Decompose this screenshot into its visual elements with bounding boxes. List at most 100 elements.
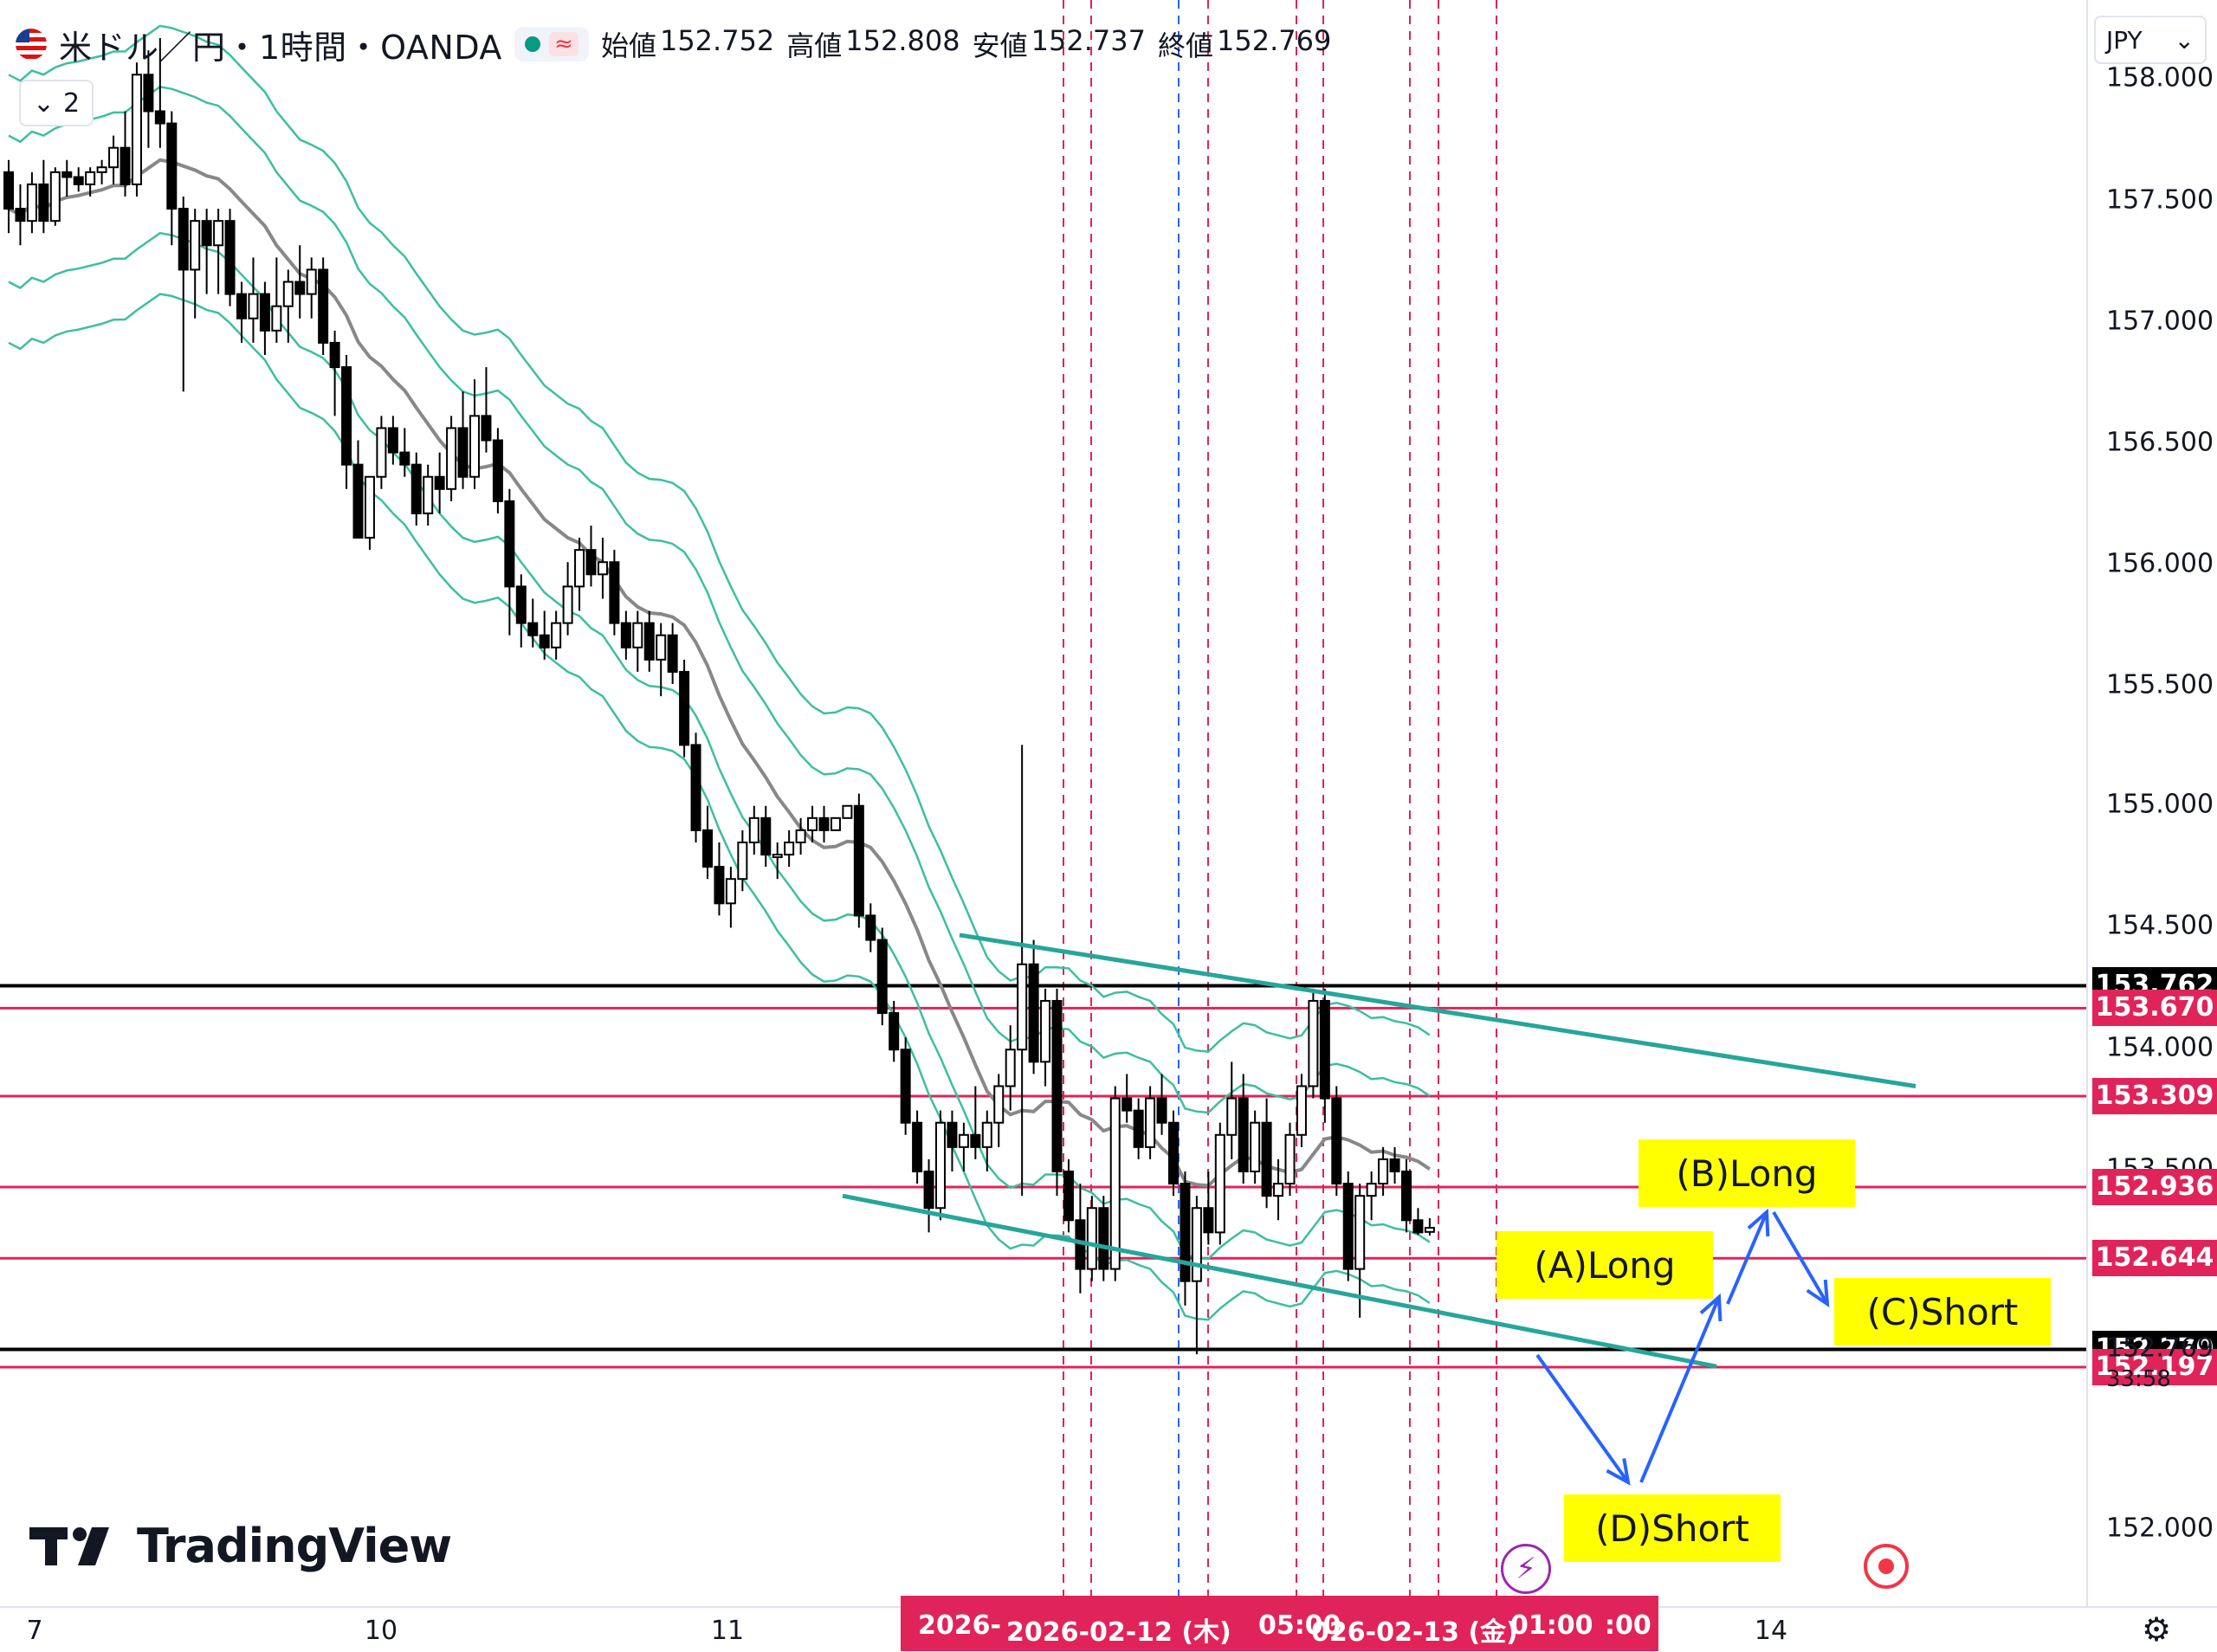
candle[interactable] [1366,1171,1377,1221]
candle[interactable] [201,209,212,294]
candle[interactable] [1261,1098,1272,1209]
candle[interactable] [329,330,340,416]
lightning-icon[interactable]: ⚡ [1501,1544,1551,1594]
candle[interactable] [96,159,107,184]
candle[interactable] [1098,1196,1109,1281]
candle[interactable] [772,842,783,880]
candle[interactable] [597,538,608,599]
candle[interactable] [865,903,876,952]
candle[interactable] [714,842,725,916]
candle[interactable] [737,829,748,892]
candle[interactable] [981,1110,992,1171]
candle[interactable] [1075,1184,1086,1294]
candle[interactable] [1250,1110,1261,1184]
candle[interactable] [876,927,888,1026]
candle[interactable] [643,610,655,672]
candle[interactable] [1145,1086,1156,1159]
candle[interactable] [1121,1074,1133,1123]
candle[interactable] [1168,1110,1179,1197]
candle[interactable] [1308,988,1319,1099]
candle[interactable] [527,598,539,648]
candle[interactable] [15,184,26,246]
candle[interactable] [620,610,631,660]
candle[interactable] [120,111,131,197]
candle[interactable] [85,167,96,197]
candle[interactable] [947,1110,958,1171]
candle[interactable] [585,526,597,587]
candle[interactable] [1284,1122,1296,1197]
candle[interactable] [539,610,550,660]
candle[interactable] [248,257,259,343]
candle[interactable] [259,281,270,355]
lower-channel-line[interactable] [842,1193,1717,1369]
candle[interactable] [504,488,515,636]
candle[interactable] [236,281,247,343]
candle[interactable] [1378,1146,1389,1197]
upper-channel-line[interactable] [959,932,1916,1088]
candle[interactable] [306,257,317,319]
price-level-label[interactable]: 153.309 [2092,1078,2217,1115]
candle[interactable] [1412,1208,1424,1236]
candle[interactable] [49,167,61,226]
candle[interactable] [1040,988,1051,1087]
candle[interactable] [271,257,282,343]
candle[interactable] [842,804,853,819]
candle[interactable] [73,167,84,192]
candle[interactable] [3,159,14,234]
candle[interactable] [131,62,142,197]
candle[interactable] [574,538,585,611]
candle[interactable] [166,111,178,246]
candle[interactable] [1331,1086,1342,1197]
candle[interactable] [61,159,73,197]
market-status[interactable]: ≈ [514,27,589,61]
note-a-long[interactable]: (A)Long [1496,1231,1713,1299]
candle[interactable] [341,354,352,489]
price-level-label[interactable]: 153.670 [2092,990,2217,1027]
candle[interactable] [912,1110,923,1184]
candle[interactable] [889,1000,900,1062]
candle[interactable] [1214,1122,1225,1245]
candle[interactable] [818,805,830,842]
candle[interactable] [958,1122,969,1171]
settings-icon[interactable]: ⚙ [2141,1610,2172,1649]
candle[interactable] [143,50,154,148]
candle[interactable] [434,452,445,513]
candle[interactable] [387,416,398,465]
candle[interactable] [1203,1171,1214,1245]
symbol-title[interactable]: 米ドル／円・1時間・OANDA [59,28,502,67]
candle[interactable] [853,793,864,928]
indicators-collapse-button[interactable]: ⌄ 2 [19,80,94,126]
candle[interactable] [1005,1025,1016,1111]
candle[interactable] [1296,1074,1307,1147]
tradingview-logo[interactable]: TradingView [29,1519,452,1573]
candle[interactable] [1273,1158,1284,1221]
candle[interactable] [725,867,736,928]
candle[interactable] [923,1158,934,1233]
arrow-to-d[interactable] [1535,1353,1630,1484]
candle[interactable] [364,475,375,551]
candle[interactable] [154,38,165,148]
candle[interactable] [702,805,713,880]
candle[interactable] [1086,1196,1097,1281]
currency-select[interactable]: JPY ⌄ [2094,16,2207,64]
arrow-to-c[interactable] [1772,1210,1829,1306]
candle[interactable] [294,245,306,319]
candle[interactable] [213,209,224,294]
note-c-short[interactable]: (C)Short [1834,1278,2051,1345]
candle[interactable] [807,805,818,842]
candle[interactable] [679,659,690,758]
price-level-label[interactable]: 152.936 [2092,1169,2217,1206]
candle[interactable] [690,732,701,842]
candle[interactable] [970,1086,981,1159]
candle[interactable] [1017,745,1028,1197]
candle[interactable] [667,623,678,684]
candle[interactable] [748,805,759,855]
candle[interactable] [795,817,806,855]
candle[interactable] [178,197,189,392]
candle[interactable] [562,562,573,636]
candle[interactable] [1389,1146,1400,1184]
candle[interactable] [1156,1074,1167,1135]
candle[interactable] [1028,939,1039,1074]
